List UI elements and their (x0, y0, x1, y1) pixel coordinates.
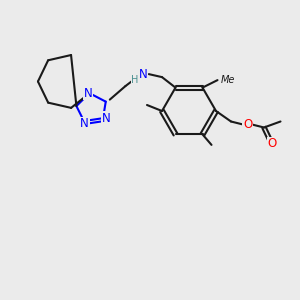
Text: N: N (84, 87, 92, 100)
Text: Me: Me (221, 75, 236, 85)
Text: N: N (80, 118, 89, 130)
Text: H: H (131, 74, 139, 85)
Text: O: O (243, 118, 252, 131)
Text: O: O (268, 137, 277, 150)
Text: N: N (102, 112, 111, 125)
Text: N: N (139, 68, 148, 81)
